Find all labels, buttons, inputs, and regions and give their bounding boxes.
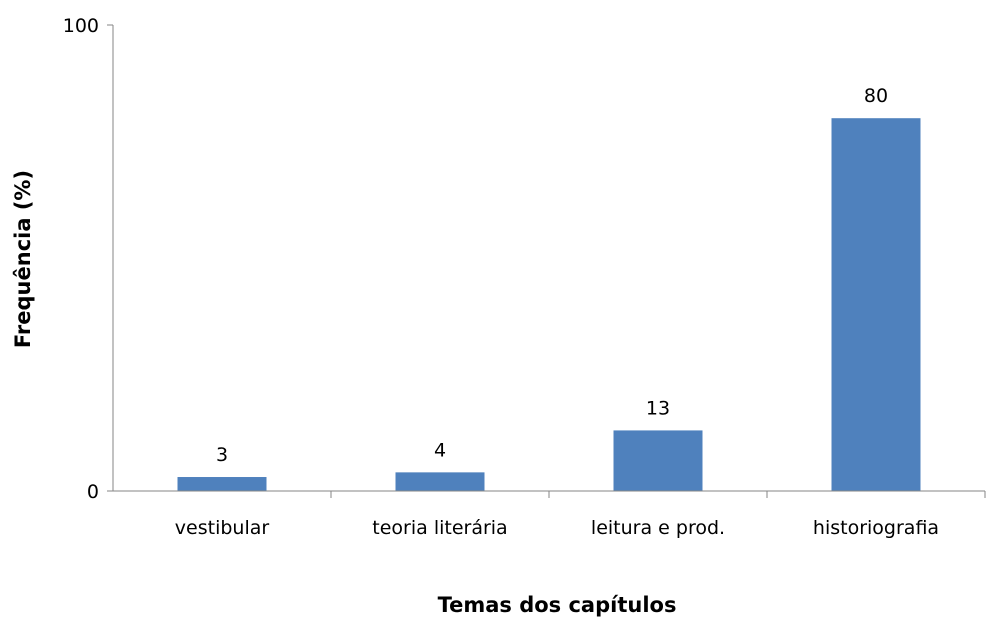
x-category-label: vestibular [175,517,270,539]
x-category-label: leitura e prod. [591,517,725,539]
y-tick-label: 0 [87,481,99,503]
y-tick-group: 0 100 [63,15,113,503]
data-label: 80 [864,85,888,107]
data-label-group: 3 4 13 80 [216,85,888,466]
data-label: 4 [434,439,446,461]
data-label: 3 [216,444,228,466]
x-category-label: teoria literária [372,517,507,539]
category-label-group: vestibular teoria literária leitura e prod… [175,517,939,539]
y-axis-title: Frequência (%) [11,170,35,348]
bar [395,472,485,491]
bar [613,430,703,491]
x-axis-title: Temas dos capítulos [438,593,677,617]
bar-group [177,118,921,491]
x-category-label: historiografia [813,517,939,539]
x-tick-group [330,491,986,498]
y-tick-label: 100 [63,15,99,37]
bar [177,477,267,491]
data-label: 13 [646,397,670,419]
bar [831,118,921,491]
